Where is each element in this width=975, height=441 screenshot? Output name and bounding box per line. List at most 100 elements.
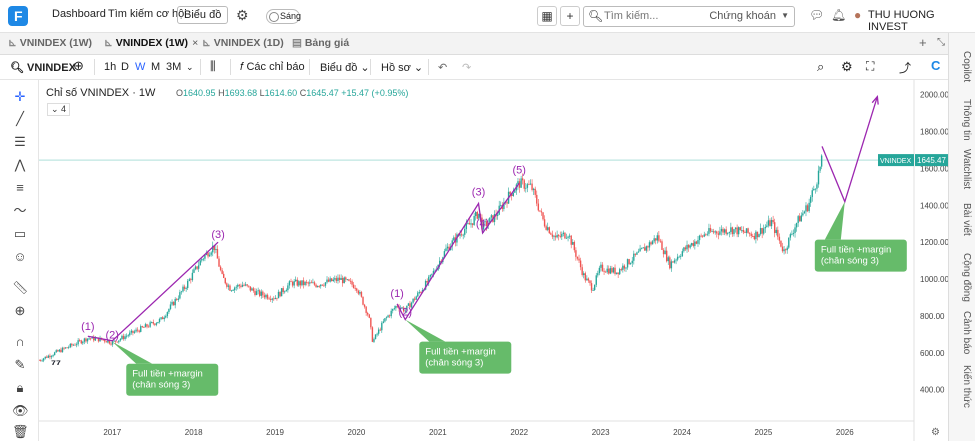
candle (382, 321, 385, 323)
tab-vnindex-1d[interactable]: ⊾ VNINDEX (1D) (202, 37, 284, 49)
nav-chart-button[interactable]: Biểu đồ (177, 6, 229, 24)
search-bar[interactable]: 🔍︎ Tìm kiếm... Chứng khoán ▼ (583, 6, 795, 27)
interval-w[interactable]: W (135, 61, 146, 73)
gear-icon[interactable]: ⚙ (236, 7, 249, 23)
pattern-icon[interactable]: ⋀ (14, 157, 26, 172)
nav-search-opportunity[interactable]: Tìm kiếm cơ hội (108, 8, 187, 20)
tab-vnindex-1w-b[interactable]: ⊾ VNINDEX (1W) × (104, 37, 199, 49)
candle (551, 234, 554, 237)
wave-icon[interactable]: 〜 (13, 203, 27, 218)
candle (351, 281, 353, 285)
candle (701, 235, 704, 237)
chevron-down-icon[interactable]: ⌄ (186, 62, 194, 72)
candle (559, 235, 561, 237)
zoom-in-icon[interactable]: ⊕ (14, 303, 26, 318)
add-tab-icon[interactable]: + (919, 35, 927, 50)
fib-icon[interactable]: ≡ (16, 180, 24, 195)
candle (766, 225, 768, 227)
panel-community[interactable]: Cộng đồng (961, 253, 972, 302)
panel-alerts[interactable]: Cảnh báo (961, 311, 972, 355)
magnet-icon[interactable]: ∩ (15, 334, 25, 349)
collapse-icon[interactable]: ⤡ (937, 37, 945, 48)
candle (518, 181, 521, 188)
interval-1h[interactable]: 1h (104, 61, 117, 73)
candle (262, 291, 264, 296)
candle (113, 340, 115, 342)
zoom-search-icon[interactable]: ⌕ (817, 59, 825, 74)
candle (759, 228, 762, 235)
candle (301, 280, 303, 286)
candle (554, 235, 557, 238)
compare-add-icon[interactable]: ⊕ (73, 58, 84, 73)
price-chart[interactable]: 2000.00 1800.00 1600.00 1400.00 1200.00 1000.… (39, 80, 948, 441)
undo-icon[interactable]: ↶ (438, 62, 448, 74)
candle (748, 232, 751, 234)
indicators-button[interactable]: 𝑓 Các chỉ báo (240, 61, 305, 73)
trendline-icon[interactable]: ╱ (16, 111, 24, 126)
share-icon[interactable]: ⤴ (899, 61, 912, 75)
candle (813, 188, 815, 191)
profile-dropdown[interactable]: Hồ sơ ⌄ (381, 62, 424, 74)
candle (47, 355, 50, 358)
chart-type-dropdown[interactable]: Biểu đồ ⌄ (320, 62, 370, 74)
user-name[interactable]: THU HUONG INVEST (868, 9, 935, 33)
panel-info[interactable]: Thông tin (961, 99, 972, 141)
candle (187, 280, 189, 289)
lock-icon[interactable]: 🔒︎ (16, 380, 24, 395)
theme-toggle[interactable]: Sáng (266, 9, 301, 24)
settings-icon[interactable]: ⚙ (841, 59, 853, 74)
candle (664, 250, 666, 255)
tab-price-board[interactable]: ▤ Bảng giá (292, 37, 350, 49)
fullscreen-icon[interactable]: ⛶ (866, 59, 875, 73)
ruler-icon[interactable]: 📏︎ (12, 280, 29, 295)
candle (734, 227, 737, 230)
avatar[interactable]: ● (854, 8, 862, 22)
interval-m[interactable]: M (151, 61, 161, 73)
horizontal-lines-icon[interactable]: ☰ (14, 134, 26, 149)
app-logo[interactable]: F (8, 6, 28, 26)
interval-3m[interactable]: 3M (166, 61, 182, 73)
tab-vnindex-1w-a[interactable]: ⊾ VNINDEX (1W) (8, 37, 93, 49)
emoji-icon[interactable]: ☺ (13, 249, 27, 264)
panel-posts[interactable]: Bài viết (961, 203, 972, 236)
candle (604, 271, 607, 273)
candle (354, 288, 356, 289)
candle (147, 326, 150, 328)
candle (418, 292, 421, 293)
bell-icon[interactable]: 🔔︎ (831, 8, 847, 22)
candle (125, 335, 128, 337)
trash-icon[interactable]: 🗑︎ (12, 424, 29, 439)
candle (742, 230, 745, 233)
candle (119, 338, 122, 341)
chat-icon[interactable]: 💬︎ (809, 8, 825, 22)
candle (539, 210, 541, 212)
eye-icon[interactable]: 👁︎ (12, 403, 29, 418)
candle (565, 237, 568, 239)
crosshair-icon[interactable]: ✛ (14, 89, 26, 104)
interval-d[interactable]: D (121, 61, 129, 73)
candle (464, 229, 466, 235)
indicator-toggle[interactable]: ⌄ 4 (47, 103, 71, 116)
x-tick-label: 2018 (185, 428, 203, 437)
comment-icon[interactable]: ▭ (13, 226, 27, 241)
nav-dashboard[interactable]: Dashboard (52, 8, 106, 20)
candle-type-icon[interactable]: ⫼ (210, 59, 216, 73)
candle (169, 304, 172, 310)
symbol-search[interactable]: 🔍︎ VNINDEX (10, 62, 76, 74)
lock-drawing-icon[interactable]: ✎ (14, 357, 26, 372)
candle (681, 251, 684, 256)
layout-grid-icon[interactable]: ▦ (537, 6, 557, 26)
y-tick-label: 400.00 (920, 386, 945, 395)
brand-c-icon[interactable]: C (931, 58, 941, 73)
search-input[interactable]: Tìm kiếm... (604, 10, 659, 22)
redo-icon[interactable]: ↷ (462, 62, 472, 74)
add-icon[interactable]: + (560, 6, 580, 26)
candle (797, 216, 799, 224)
panel-watchlist[interactable]: Watchlist (961, 149, 972, 190)
panel-knowledge[interactable]: Kiến thức (961, 365, 972, 408)
search-scope-select[interactable]: Chứng khoán (709, 10, 776, 22)
candle (168, 309, 170, 313)
panel-copilot[interactable]: Copilot (961, 51, 972, 83)
candle (78, 340, 81, 341)
candle (689, 245, 691, 248)
